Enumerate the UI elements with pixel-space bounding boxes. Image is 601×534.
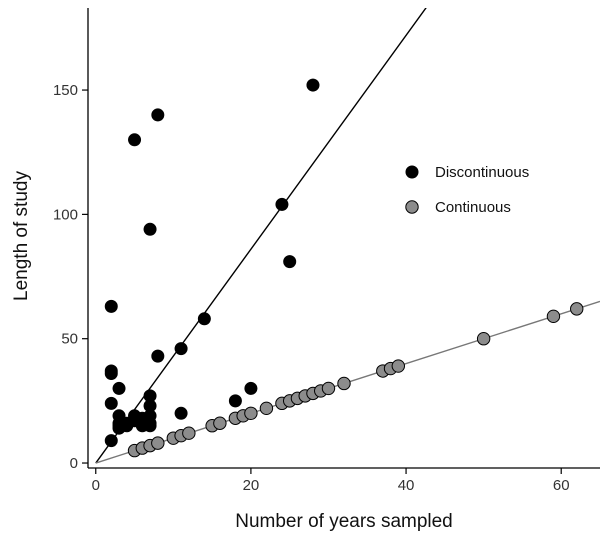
x-tick-label: 0 (92, 477, 100, 494)
point-discontinuous (143, 222, 157, 236)
fit-line-discontinuous (95, 8, 427, 464)
point-discontinuous (244, 381, 258, 395)
x-tick-label: 60 (553, 477, 570, 494)
legend-label-continuous: Continuous (435, 199, 511, 216)
point-discontinuous (306, 78, 320, 92)
point-continuous (476, 332, 491, 346)
legend-marker-discontinuous (405, 165, 419, 179)
point-discontinuous (104, 364, 118, 378)
x-tick-label: 40 (398, 477, 415, 494)
point-discontinuous (151, 108, 165, 122)
point-continuous (182, 426, 196, 440)
legend-label-discontinuous: Discontinuous (435, 164, 529, 181)
point-discontinuous (112, 381, 126, 395)
y-tick-label: 100 (53, 206, 78, 223)
point-discontinuous (275, 197, 289, 211)
point-discontinuous (174, 342, 188, 356)
legend: Discontinuous Continuous (405, 164, 529, 216)
point-discontinuous (104, 396, 118, 410)
y-tick-label: 0 (70, 455, 78, 472)
point-discontinuous (151, 349, 165, 363)
y-axis-title: Length of study (11, 171, 32, 301)
y-tick-label: 50 (61, 331, 78, 348)
point-discontinuous (128, 133, 142, 147)
point-continuous (391, 359, 406, 373)
point-continuous (546, 309, 561, 324)
point-discontinuous (104, 434, 118, 448)
point-continuous (337, 376, 351, 391)
point-continuous (244, 406, 258, 420)
point-continuous (213, 416, 227, 430)
point-discontinuous (174, 406, 188, 420)
axes: 0 20 40 60 0 50 100 150 (53, 8, 600, 494)
legend-marker-continuous (405, 200, 419, 214)
y-tick-label: 150 (53, 82, 78, 99)
data-points (104, 78, 584, 458)
point-discontinuous (104, 299, 118, 313)
point-continuous (259, 401, 274, 416)
point-continuous (151, 436, 165, 450)
point-discontinuous (228, 394, 242, 408)
point-discontinuous (283, 255, 297, 269)
x-tick-label: 20 (243, 477, 260, 494)
point-discontinuous (143, 389, 157, 403)
fit-lines (95, 8, 600, 464)
point-discontinuous (197, 312, 211, 326)
x-axis-title: Number of years sampled (235, 511, 453, 532)
point-continuous (321, 381, 336, 396)
point-continuous (570, 302, 584, 316)
